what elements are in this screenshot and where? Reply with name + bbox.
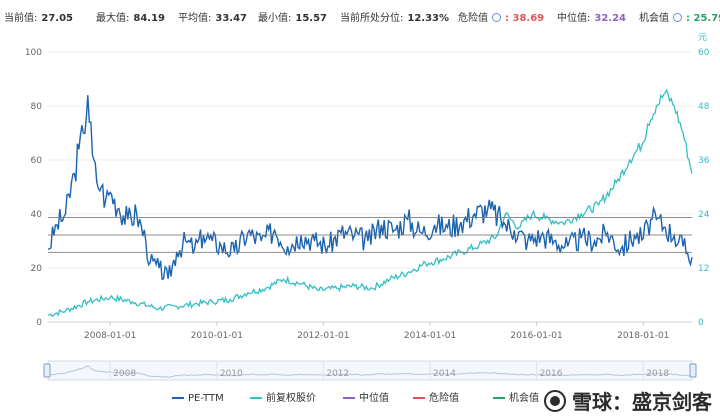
x-tick-label: 2012-01-01 (297, 331, 349, 341)
y-right-tick-label: 48 (698, 102, 710, 112)
navigator-year-label: 2010 (220, 369, 243, 379)
navigator-year-label: 2018 (646, 369, 669, 379)
stat-label: 机会值 (639, 13, 669, 24)
series-pe-ttm-line (47, 95, 693, 281)
y-right-unit-label: 元 (698, 33, 707, 43)
x-tick-label: 2008-01-01 (84, 331, 136, 341)
stat-value: 27.05 (41, 13, 74, 24)
legend-label: 危险值 (429, 391, 459, 404)
watermark: 雪球：盛京剑客 (544, 386, 712, 415)
stat-label: 中位值: (557, 13, 591, 24)
x-tick-label: 2018-01-01 (617, 331, 669, 341)
y-left-tick-label: 0 (36, 318, 42, 328)
stat-label: 最大值: (96, 13, 130, 24)
x-tick-label: 2014-01-01 (404, 331, 456, 341)
navigator-year-label: 2012 (326, 369, 349, 379)
stat-value: : 25.79 (686, 13, 720, 24)
x-tick-label: 2010-01-01 (191, 331, 243, 341)
navigator-handle-left (43, 363, 51, 378)
navigator-year-label: 2014 (433, 369, 456, 379)
watermark-text: 雪球：盛京剑客 (572, 390, 712, 414)
stat-label: 平均值: (178, 13, 212, 24)
stat-5: 危险值 : 38.69 (458, 9, 544, 24)
series-price-line (47, 88, 693, 318)
x-tick-label: 2016-01-01 (510, 331, 562, 341)
legend-label: 中位值 (359, 391, 389, 404)
stat-1: 最大值: 84.19 (96, 9, 165, 24)
y-right-tick-label: 60 (698, 48, 710, 58)
y-right-tick-label: 36 (698, 156, 710, 166)
stat-label: 当前值: (4, 13, 38, 24)
navigator-year-label: 2008 (113, 369, 136, 379)
y-right-tick-label: 0 (698, 318, 704, 328)
y-left-tick-label: 20 (31, 264, 43, 274)
legend-label: PE-TTM (188, 393, 224, 404)
y-right-tick-label: 12 (698, 264, 709, 274)
stat-label: 当前所处分位: (340, 13, 404, 24)
snowball-logo-icon (544, 390, 566, 412)
gear-icon[interactable] (492, 13, 501, 22)
y-left-tick-label: 40 (31, 210, 43, 220)
y-left-tick-label: 100 (25, 48, 42, 58)
legend-label: 机会值 (509, 391, 539, 404)
stat-label: 危险值 (458, 13, 488, 24)
y-left-tick-label: 60 (31, 156, 43, 166)
stat-2: 平均值: 33.47 (178, 9, 247, 24)
stat-4: 当前所处分位: 12.33% (340, 9, 449, 24)
stat-value: 15.57 (295, 13, 328, 24)
gear-icon[interactable] (673, 13, 682, 22)
navigator-handle-right (689, 363, 697, 378)
navigator-track (47, 360, 693, 381)
stat-label: 最小值: (258, 13, 292, 24)
navigator-year-label: 2016 (540, 369, 563, 379)
stat-value: 33.47 (215, 13, 248, 24)
stat-3: 最小值: 15.57 (258, 9, 327, 24)
stat-value: : 38.69 (505, 13, 545, 24)
stat-6: 中位值: 32.24 (557, 9, 626, 24)
stat-value: 84.19 (133, 13, 166, 24)
y-right-tick-label: 24 (698, 210, 710, 220)
legend-label: 前复权股价 (266, 391, 316, 404)
stat-7: 机会值 : 25.79 (639, 9, 720, 24)
y-left-tick-label: 80 (31, 102, 43, 112)
navigator-line (47, 364, 693, 378)
stats-bar: 当前值: 27.05 最大值: 84.19 平均值: 33.47 最小值: 15.57 当前所处… (0, 9, 720, 25)
stat-0: 当前值: 27.05 (4, 9, 73, 24)
stat-value: 32.24 (594, 13, 627, 24)
stat-value: 12.33% (407, 13, 450, 24)
